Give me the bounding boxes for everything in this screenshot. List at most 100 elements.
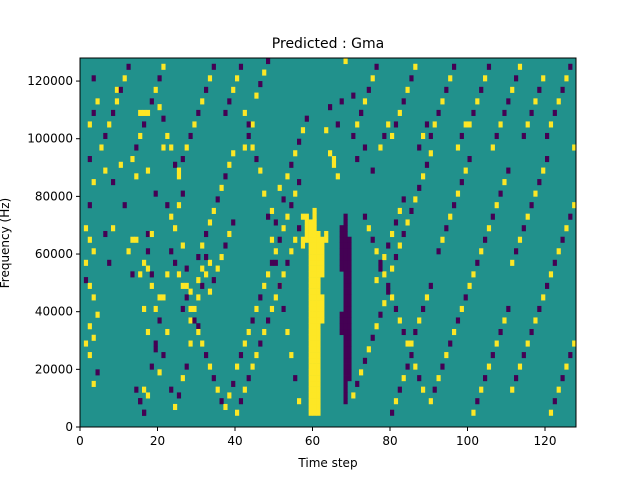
heatmap-cell <box>486 225 492 232</box>
heatmap-cell <box>95 98 100 105</box>
heatmap-cell <box>211 63 216 70</box>
heatmap-cell <box>207 288 213 295</box>
heatmap-cell <box>200 340 205 347</box>
heatmap-cell <box>269 259 275 266</box>
heatmap-cell <box>161 63 166 70</box>
heatmap-cell <box>479 248 484 255</box>
heatmap-cell <box>308 271 313 278</box>
heatmap-cell <box>204 86 209 93</box>
heatmap-cell <box>320 259 325 266</box>
heatmap-cell <box>347 271 352 278</box>
heatmap-cell <box>405 340 410 347</box>
heatmap-cell <box>378 259 383 266</box>
heatmap-cell <box>312 386 317 393</box>
heatmap-cell <box>378 311 383 318</box>
heatmap-cell <box>370 167 375 174</box>
heatmap-cell <box>118 161 123 168</box>
heatmap-cell <box>145 230 151 238</box>
heatmap-cell <box>440 363 445 370</box>
heatmap-cell <box>258 81 263 88</box>
heatmap-cell <box>308 282 313 289</box>
heatmap-cell <box>312 409 317 416</box>
heatmap-cell <box>293 190 298 197</box>
heatmap-cell <box>444 225 449 232</box>
heatmap-cell <box>308 317 313 324</box>
heatmap-cell <box>401 230 406 238</box>
heatmap-cell <box>347 259 352 266</box>
heatmap-cell <box>370 334 375 341</box>
heatmap-cell <box>103 167 108 174</box>
heatmap-cell <box>200 282 205 289</box>
heatmap-cell <box>471 271 476 278</box>
heatmap-cell <box>533 190 538 197</box>
heatmap-cell <box>320 236 325 243</box>
heatmap-cell <box>95 369 100 376</box>
heatmap-cell <box>157 294 162 301</box>
heatmap-cell <box>514 75 519 82</box>
heatmap-cell <box>122 202 127 209</box>
heatmap-cell <box>386 242 391 249</box>
heatmap-cell <box>521 132 526 140</box>
heatmap-cell <box>343 363 348 370</box>
heatmap-cell <box>153 86 158 93</box>
heatmap-cell <box>390 409 395 416</box>
heatmap-cell <box>316 271 321 278</box>
heatmap-cell <box>517 63 523 70</box>
heatmap-cell <box>347 323 352 330</box>
heatmap-cell <box>312 352 317 359</box>
heatmap-cell <box>277 282 282 289</box>
heatmap-cell <box>401 98 406 105</box>
heatmap-cell <box>448 213 453 220</box>
heatmap-cell <box>502 109 507 116</box>
heatmap-cell <box>324 230 329 238</box>
heatmap-cell <box>308 357 313 364</box>
heatmap-cell <box>219 184 224 191</box>
heatmap-cell <box>343 219 348 226</box>
heatmap-cell <box>312 357 317 364</box>
heatmap-cell <box>312 288 317 295</box>
heatmap-cell <box>351 92 356 99</box>
heatmap-cell <box>312 305 317 312</box>
heatmap-cell <box>165 202 170 209</box>
heatmap-cell <box>312 346 317 353</box>
heatmap-cell <box>316 265 321 272</box>
heatmap-cell <box>188 340 193 347</box>
heatmap-cell <box>285 213 290 220</box>
heatmap-cell <box>463 167 468 174</box>
heatmap-cell <box>304 213 309 220</box>
heatmap-cell <box>378 144 383 151</box>
heatmap-cell <box>126 63 131 70</box>
heatmap-cell <box>142 259 147 266</box>
heatmap-cell <box>343 375 348 382</box>
heatmap-cell <box>316 363 321 370</box>
heatmap-cell <box>545 282 550 289</box>
heatmap-cell <box>87 282 92 289</box>
heatmap-cell <box>374 248 379 255</box>
heatmap-cell <box>184 363 189 370</box>
heatmap-cell <box>235 75 240 82</box>
heatmap-cell <box>130 271 135 278</box>
heatmap-cell <box>564 363 569 370</box>
y-tick-label: 40000 <box>35 305 73 319</box>
heatmap-cell <box>490 352 495 359</box>
heatmap-cell <box>413 63 418 70</box>
heatmap-cell <box>87 156 92 163</box>
heatmap-cell <box>413 328 418 336</box>
heatmap-cell <box>258 167 263 174</box>
heatmap-cell <box>316 380 321 387</box>
heatmap-cell <box>421 173 426 180</box>
heatmap-cell <box>312 265 317 272</box>
heatmap-cell <box>145 328 151 336</box>
heatmap-cell <box>103 132 108 140</box>
heatmap-cell <box>145 109 151 116</box>
heatmap-cell <box>347 248 352 255</box>
heatmap-cell <box>355 380 360 387</box>
heatmap-cell <box>444 86 449 93</box>
heatmap-cell <box>142 409 147 416</box>
heatmap-cell <box>568 63 573 70</box>
heatmap-cell <box>572 144 577 151</box>
heatmap-cell <box>347 236 352 243</box>
heatmap-cell <box>405 219 410 226</box>
heatmap-cell <box>444 352 449 359</box>
heatmap-cell <box>176 167 182 174</box>
